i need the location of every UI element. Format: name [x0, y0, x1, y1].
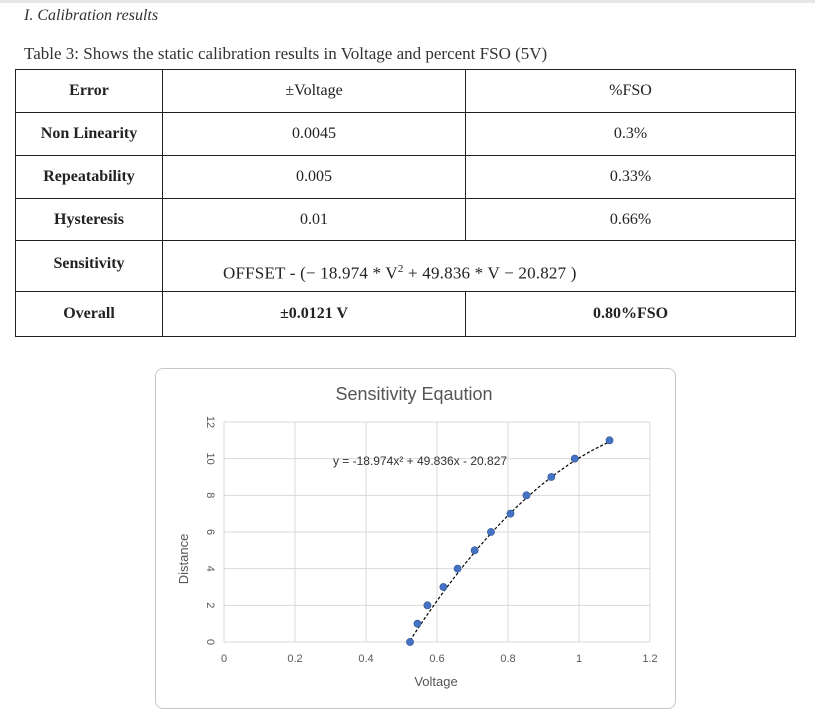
row-label: Non Linearity: [15, 112, 163, 156]
data-point: [605, 436, 614, 445]
x-tick-label: 0.4: [358, 653, 373, 665]
data-point: [522, 491, 531, 500]
y-axis-label: Distance: [176, 534, 191, 585]
x-tick-label: 0.6: [429, 653, 444, 665]
formula-prefix: OFFSET - (− 18.974 * V: [223, 263, 398, 283]
row-voltage: 0.005: [162, 155, 466, 199]
x-tick-label: 0: [221, 653, 227, 665]
overall-voltage: ±0.0121 V: [162, 291, 466, 337]
data-point: [439, 583, 448, 591]
sensitivity-row: Sensitivity OFFSET - (− 18.974 * V2 + 49…: [15, 240, 796, 292]
row-voltage: 0.01: [162, 198, 466, 241]
y-tick-label: 2: [204, 602, 216, 608]
table-row: Non Linearity 0.0045 0.3%: [15, 112, 796, 156]
data-point: [570, 454, 579, 463]
chart-title: Sensitivity Eqaution: [335, 384, 492, 404]
sensitivity-formula: OFFSET - (− 18.974 * V2 + 49.836 * V − 2…: [162, 240, 796, 292]
y-tick-label: 10: [204, 453, 216, 465]
row-fso: 0.3%: [465, 112, 796, 156]
data-point: [487, 528, 495, 536]
y-tick-label: 8: [204, 492, 216, 498]
section-heading: I. Calibration results: [24, 7, 159, 24]
x-tick-label: 0.8: [500, 653, 515, 665]
data-point: [406, 638, 414, 646]
y-tick-label: 6: [204, 529, 216, 535]
table-row: Repeatability 0.005 0.33%: [15, 155, 796, 199]
data-points: [406, 436, 614, 646]
row-label: Repeatability: [15, 155, 163, 199]
header-fso: %FSO: [465, 69, 796, 113]
x-tick-label: 1.2: [642, 653, 657, 665]
top-divider: [0, 0, 815, 3]
row-label: Hysteresis: [15, 198, 163, 241]
trendline: [409, 441, 610, 641]
header-voltage: ±Voltage: [162, 69, 466, 113]
x-axis-label: Voltage: [414, 674, 457, 689]
chart-canvas: Sensitivity Eqaution 0 0.2 0.4 0.6 0.8 1 1.2 0 2…: [176, 384, 658, 689]
calibration-table: Error ±Voltage %FSO Non Linearity 0.0045…: [15, 69, 796, 337]
y-tick-label: 12: [204, 416, 216, 428]
header-error: Error: [15, 69, 163, 113]
sensitivity-chart: Sensitivity Eqaution 0 0.2 0.4 0.6 0.8 1 1.2 0 2…: [155, 368, 676, 709]
overall-fso: 0.80%FSO: [465, 291, 796, 337]
data-point: [423, 601, 432, 610]
sensitivity-label: Sensitivity: [15, 240, 163, 292]
overall-row: Overall ±0.0121 V 0.80%FSO: [15, 291, 796, 337]
data-point: [470, 546, 479, 555]
row-fso: 0.66%: [465, 198, 796, 241]
row-fso: 0.33%: [465, 155, 796, 199]
chart-ticks: 0 0.2 0.4 0.6 0.8 1 1.2 0 2 4 6 8 10 12: [204, 416, 658, 665]
data-point: [413, 619, 422, 628]
formula-exponent: 2: [397, 262, 404, 275]
table-header-row: Error ±Voltage %FSO: [15, 69, 796, 113]
data-point: [506, 509, 515, 518]
formula-suffix: + 49.836 * V − 20.827 ): [403, 263, 577, 283]
data-point: [547, 473, 556, 481]
overall-label: Overall: [15, 291, 163, 337]
y-tick-label: 4: [204, 566, 216, 572]
x-tick-label: 0.2: [287, 653, 302, 665]
data-point: [453, 564, 462, 573]
row-voltage: 0.0045: [162, 112, 466, 156]
x-tick-label: 1: [576, 653, 582, 665]
table-row: Hysteresis 0.01 0.66%: [15, 198, 796, 241]
trendline-equation: y = -18.974x² + 49.836x - 20.827: [333, 454, 507, 468]
table-caption: Table 3: Shows the static calibration re…: [24, 44, 548, 63]
y-tick-label: 0: [204, 639, 216, 645]
